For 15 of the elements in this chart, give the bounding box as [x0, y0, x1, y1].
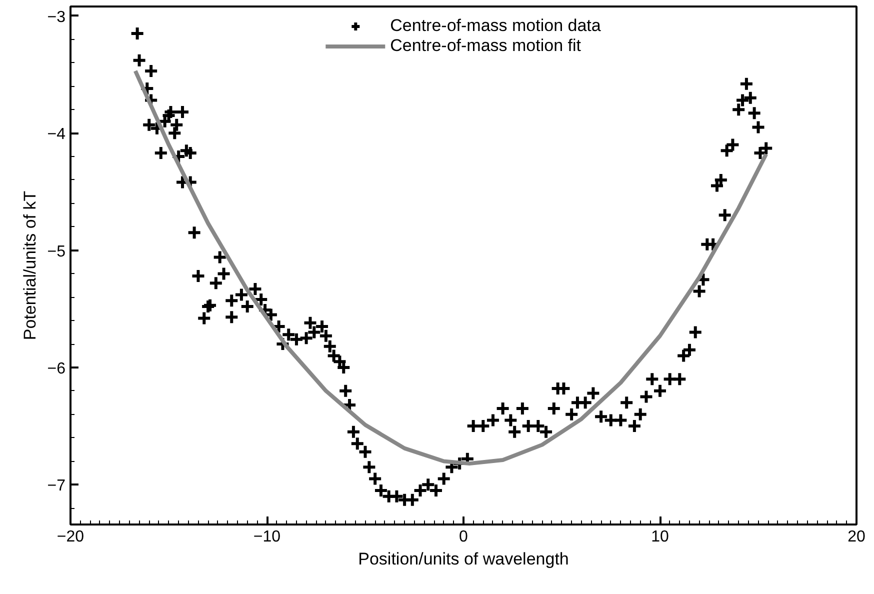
- x-tick-label: 20: [848, 528, 866, 546]
- x-axis-title: Position/units of wavelength: [358, 550, 569, 568]
- y-tick-label: −7: [47, 478, 66, 495]
- y-tick-label: −3: [47, 8, 66, 26]
- x-tick-label: −20: [56, 528, 84, 546]
- x-tick-label: 10: [651, 528, 669, 546]
- y-tick-label: −6: [47, 360, 66, 378]
- y-tick-label: −4: [47, 126, 66, 144]
- legend-label: Centre-of-mass motion data: [390, 16, 601, 36]
- legend-label: Centre-of-mass motion fit: [390, 36, 581, 56]
- y-axis-title: Potential/units of kT: [20, 190, 40, 340]
- x-tick-label: 0: [459, 528, 468, 546]
- line-series: [133, 68, 768, 466]
- y-tick-label: −5: [47, 243, 66, 260]
- x-tick-label: −10: [253, 528, 281, 546]
